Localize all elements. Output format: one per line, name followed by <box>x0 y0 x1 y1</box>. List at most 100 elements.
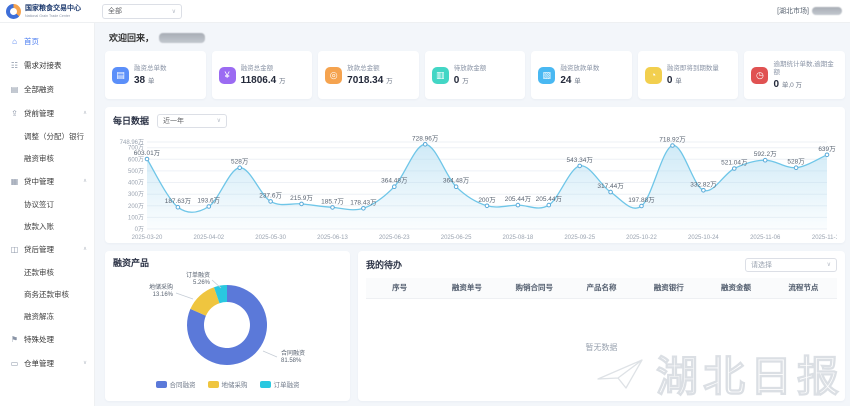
daily-data-title: 每日数据 <box>113 116 150 126</box>
svg-text:521.04万: 521.04万 <box>721 159 748 167</box>
stat-value: 0 单 <box>666 74 682 86</box>
sidebar-item-2[interactable]: ▤ 全部融资 <box>0 77 94 101</box>
todo-column-header: 产品名称 <box>567 278 636 299</box>
wallet-icon: ▥ <box>431 66 449 84</box>
stat-card-2: ◎ 放款总金额 7018.34 万 <box>318 51 419 99</box>
sidebar-item-0[interactable]: ⌂ 首页 <box>0 29 94 53</box>
svg-text:193.6万: 193.6万 <box>197 197 220 205</box>
alarm-icon: ◔ <box>644 66 662 84</box>
user-badge[interactable]: [湖北市场] <box>777 6 842 16</box>
svg-text:237.6万: 237.6万 <box>259 191 282 199</box>
stat-card-0: ▤ 融资总单数 38 单 <box>105 51 206 99</box>
sidebar-subitem-10[interactable]: 还款审核 <box>24 267 54 277</box>
topbar: 国家粮食交易中心 National Grain Trade Center 全部 … <box>0 0 850 23</box>
sidebar-item-9[interactable]: ◫ 贷后管理 ∧ <box>0 237 94 261</box>
todo-column-header: 流程节点 <box>769 278 837 299</box>
svg-text:2025-11-06: 2025-11-06 <box>750 235 781 241</box>
stat-value: 7018.34 万 <box>347 74 393 86</box>
sidebar-subitem-7[interactable]: 协议签订 <box>24 199 54 209</box>
main-content: 欢迎回来， ▤ 融资总单数 38 单 ¥ 融资总金额 11806.4 万 ◎ 放款总金额 701… <box>95 23 850 406</box>
svg-text:81.58%: 81.58% <box>281 358 302 364</box>
sidebar-item-label: 贷前管理 <box>24 108 54 118</box>
stat-label: 融资放款单数 <box>560 64 600 72</box>
todo-filter-select[interactable]: 请选择 ∨ <box>745 257 837 272</box>
legend-swatch-icon <box>155 380 167 388</box>
sidebar-subitem-5[interactable]: 融资审核 <box>24 153 54 163</box>
sidebar-item-14[interactable]: ▭ 仓单管理 ∨ <box>0 351 94 375</box>
todo-title: 我的待办 <box>366 260 403 270</box>
svg-text:187.63万: 187.63万 <box>165 197 192 205</box>
svg-text:700万: 700万 <box>128 145 144 152</box>
stat-label: 逾期统计单数,逾期金额 <box>773 60 834 76</box>
legend-swatch-icon <box>207 380 219 388</box>
user-name-redacted <box>812 7 842 15</box>
financing-products-card: 融资产品 合同融资 81.58% 地储采购 13.16% 订单融资 5.26% 合同融资地… <box>105 251 350 401</box>
stat-label: 放款总金额 <box>347 64 380 72</box>
legend-item[interactable]: 地储采购 <box>207 379 248 389</box>
warehouse-icon: ▭ <box>10 358 19 368</box>
sidebar-item-label: 贷后管理 <box>24 244 54 254</box>
svg-text:528万: 528万 <box>231 158 249 166</box>
svg-text:639万: 639万 <box>818 145 836 153</box>
svg-text:2025-04-02: 2025-04-02 <box>193 235 224 241</box>
svg-text:748.96万: 748.96万 <box>120 139 144 146</box>
sidebar-item-3[interactable]: ⇪ 贷前管理 ∧ <box>0 101 94 125</box>
home-icon: ⌂ <box>12 36 17 46</box>
legend-label: 地储采购 <box>221 382 248 389</box>
svg-text:合同融资: 合同融资 <box>281 349 305 357</box>
sidebar-item-13[interactable]: ⚑ 特殊处理 <box>0 327 94 351</box>
money-icon: ¥ <box>218 66 236 84</box>
svg-text:2025-05-30: 2025-05-30 <box>255 235 286 241</box>
stat-label: 融资即将到期数量 <box>666 64 719 72</box>
svg-text:197.88万: 197.88万 <box>628 196 655 204</box>
chevron-up-icon: ∧ <box>82 246 87 252</box>
svg-text:100万: 100万 <box>128 214 144 221</box>
svg-text:2025-06-25: 2025-06-25 <box>441 235 472 241</box>
svg-text:592.2万: 592.2万 <box>754 150 777 158</box>
financing-products-title: 融资产品 <box>113 258 150 268</box>
sidebar-subitem-12[interactable]: 融资解冻 <box>24 311 54 321</box>
stat-card-3: ▥ 待放款金额 0 万 <box>424 51 526 99</box>
svg-text:364.48万: 364.48万 <box>381 177 408 185</box>
stat-card-6: ◷ 逾期统计单数,逾期金额 0 单,0 万 <box>744 51 846 99</box>
svg-text:215.9万: 215.9万 <box>290 194 313 202</box>
chevron-down-icon: ∨ <box>171 8 176 15</box>
stat-label: 融资总单数 <box>134 64 167 72</box>
sidebar-subitem-8[interactable]: 放款入账 <box>24 221 54 231</box>
stat-card-5: ◔ 融资即将到期数量 0 单 <box>637 51 739 99</box>
svg-text:364.48万: 364.48万 <box>443 177 470 185</box>
file-icon: ▤ <box>112 66 129 84</box>
stat-label: 融资总金额 <box>240 64 274 72</box>
welcome-bar: 欢迎回来， <box>109 31 845 44</box>
svg-text:400万: 400万 <box>128 180 144 187</box>
chart-icon: ▧ <box>538 66 556 84</box>
todo-column-header: 购销合同号 <box>500 278 568 299</box>
svg-text:500万: 500万 <box>128 168 144 175</box>
legend-item[interactable]: 订单融资 <box>259 379 300 389</box>
special-icon: ⚑ <box>10 334 19 344</box>
svg-text:718.92万: 718.92万 <box>659 136 686 144</box>
sidebar-item-label: 贷中管理 <box>24 176 54 186</box>
stats-row: ▤ 融资总单数 38 单 ¥ 融资总金额 11806.4 万 ◎ 放款总金额 7018.34 万… <box>105 51 846 99</box>
svg-text:2025-10-24: 2025-10-24 <box>688 235 719 241</box>
donut-legend: 合同融资 地储采购 订单融资 <box>113 377 342 391</box>
market-filter-select[interactable]: 全部 ∨ <box>102 3 182 19</box>
stat-card-4: ▧ 融资放款单数 24 单 <box>531 51 632 99</box>
stat-value: 0 单,0 万 <box>773 78 803 90</box>
svg-text:2025-03-20: 2025-03-20 <box>132 235 163 241</box>
sidebar-item-label: 特殊处理 <box>24 334 54 344</box>
date-range-select[interactable]: 近一年 ∨ <box>157 113 228 128</box>
chevron-down-icon: ∨ <box>82 360 87 366</box>
date-range-value: 近一年 <box>163 117 185 125</box>
sidebar-subitem-11[interactable]: 商务还款审核 <box>24 289 69 299</box>
sidebar-item-6[interactable]: ▦ 贷中管理 ∧ <box>0 169 94 193</box>
svg-text:订单融资: 订单融资 <box>186 271 210 279</box>
sidebar-item-1[interactable]: ☷ 需求对接表 <box>0 53 94 77</box>
legend-item[interactable]: 合同融资 <box>155 379 196 389</box>
todo-card: 我的待办 请选择 ∨ 序号 融资单号 购销合同号 产品名称 融资银行 融资金额 流程节点 暂… <box>358 251 845 401</box>
legend-label: 订单融资 <box>273 382 300 389</box>
svg-text:地储采购: 地储采购 <box>149 283 173 291</box>
brand-logo-icon <box>6 3 21 19</box>
sidebar-subitem-4[interactable]: 调整（分配）银行 <box>24 131 84 141</box>
svg-text:600万: 600万 <box>128 156 144 163</box>
